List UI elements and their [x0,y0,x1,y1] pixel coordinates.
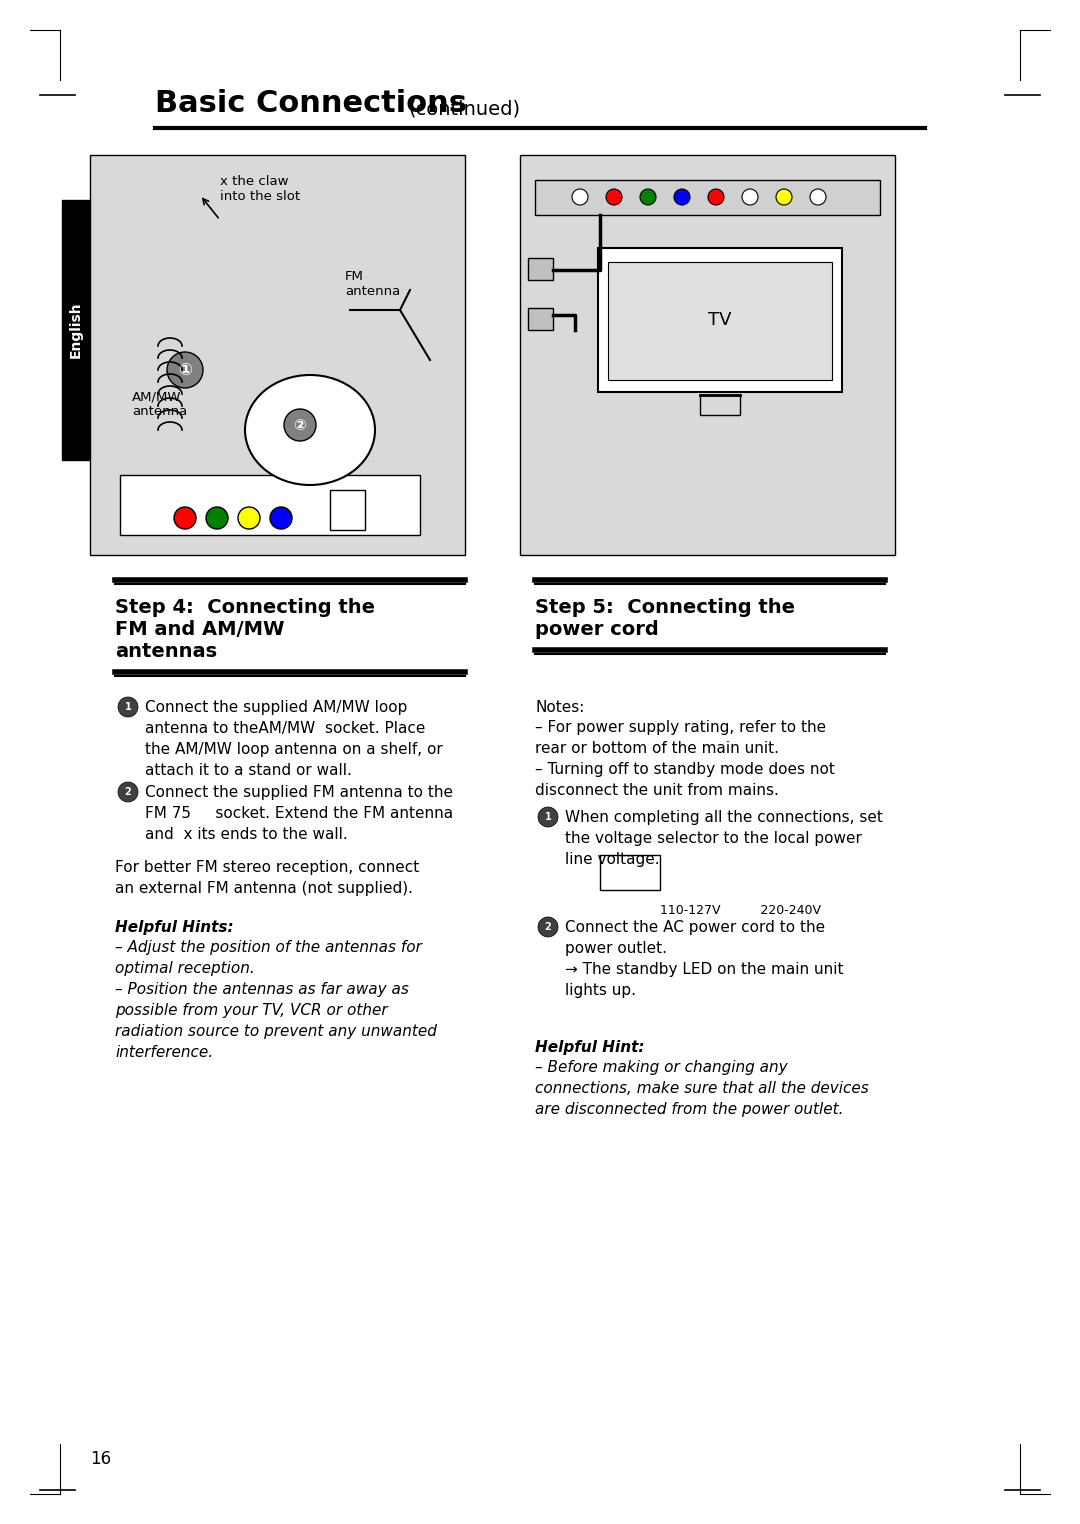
Text: When completing all the connections, set
the voltage selector to the local power: When completing all the connections, set… [565,809,882,867]
Bar [120,475,420,535]
Text: Step 5:  Connecting the: Step 5: Connecting the [535,597,795,617]
Text: Basic Connections: Basic Connections [156,88,467,117]
Circle shape [674,189,690,206]
Circle shape [538,917,558,937]
Text: TV: TV [708,311,732,329]
Text: Helpful Hint:: Helpful Hint: [535,1039,645,1055]
Text: Helpful Hints:: Helpful Hints: [114,920,233,936]
Text: 2: 2 [544,922,552,933]
Text: Notes:: Notes: [535,700,584,715]
Circle shape [742,189,758,206]
Text: English: English [69,302,83,358]
Text: Connect the AC power cord to the
power outlet.
→ The standby LED on the main uni: Connect the AC power cord to the power o… [565,920,843,998]
Text: ①: ① [178,361,192,379]
Circle shape [167,352,203,389]
Bar [528,308,553,331]
Bar [700,395,740,415]
Ellipse shape [245,375,375,485]
Text: 1: 1 [124,703,132,712]
Circle shape [174,507,195,529]
Circle shape [118,696,138,716]
FancyBboxPatch shape [90,155,465,555]
Text: (continued): (continued) [408,99,521,117]
Text: 2: 2 [124,786,132,797]
Circle shape [538,808,558,828]
Bar [535,180,880,215]
Text: – Before making or changing any
connections, make sure that all the devices
are : – Before making or changing any connecti… [535,1061,868,1117]
Circle shape [777,189,792,206]
Circle shape [206,507,228,529]
Text: ②: ② [294,418,307,433]
Text: Step 4:  Connecting the: Step 4: Connecting the [114,597,375,617]
Bar [330,491,365,530]
Bar [528,258,553,280]
Bar [600,855,660,890]
Text: Connect the supplied AM/MW loop
antenna to the​AM/MW  socket. Place
the AM/MW lo: Connect the supplied AM/MW loop antenna … [145,700,443,777]
FancyBboxPatch shape [519,155,895,555]
Text: 16: 16 [90,1449,111,1468]
Text: FM
antenna: FM antenna [345,270,401,299]
Circle shape [284,408,316,440]
Text: antennas: antennas [114,642,217,661]
Text: – For power supply rating, refer to the
rear or bottom of the main unit.
– Turni: – For power supply rating, refer to the … [535,719,835,799]
Text: – Adjust the position of the antennas for
optimal reception.
– Position the ante: – Adjust the position of the antennas fo… [114,940,437,1061]
Text: power cord: power cord [535,620,659,639]
Text: 110-127V          220-240V: 110-127V 220-240V [660,904,821,916]
Circle shape [118,782,138,802]
Text: AM/MW
antenna: AM/MW antenna [132,390,187,418]
Text: FM and AM/MW: FM and AM/MW [114,620,284,639]
Circle shape [270,507,292,529]
FancyBboxPatch shape [62,200,90,460]
Circle shape [606,189,622,206]
Bar [608,262,832,379]
Circle shape [640,189,656,206]
FancyBboxPatch shape [598,248,842,392]
Text: For better FM stereo reception, connect
an external FM antenna (not supplied).: For better FM stereo reception, connect … [114,860,419,896]
Circle shape [810,189,826,206]
Text: x the claw
into the slot: x the claw into the slot [220,175,300,203]
Text: Connect the supplied FM antenna to the
FM 75     socket. Extend the FM antenna
a: Connect the supplied FM antenna to the F… [145,785,454,841]
Circle shape [708,189,724,206]
Circle shape [238,507,260,529]
Text: 1: 1 [544,812,552,821]
Circle shape [572,189,588,206]
